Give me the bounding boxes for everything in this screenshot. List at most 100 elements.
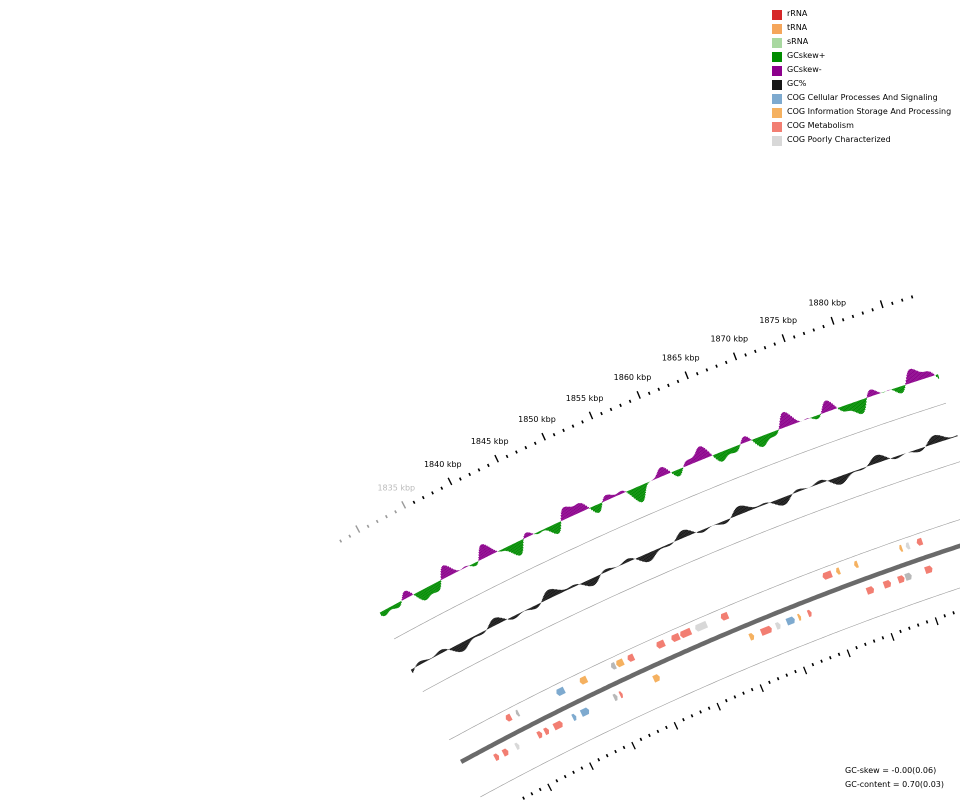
gc-content-bar bbox=[611, 567, 613, 570]
gc-skew-positive-bar bbox=[905, 382, 907, 385]
gc-content-bar bbox=[952, 436, 955, 438]
gc-content-bar bbox=[570, 586, 572, 589]
gc-skew-positive-bar bbox=[478, 547, 486, 559]
gc-content-bar bbox=[809, 486, 811, 488]
gc-content-bar bbox=[545, 590, 551, 599]
gc-skew-negative-bar bbox=[728, 448, 732, 454]
gc-skew-positive-bar bbox=[748, 437, 751, 441]
gc-skew-positive-bar bbox=[602, 500, 604, 503]
gc-content-bar bbox=[471, 636, 474, 639]
gc-content-bar bbox=[429, 658, 431, 660]
gc-content-bar bbox=[544, 593, 549, 600]
gc-skew-negative-bar bbox=[735, 445, 739, 451]
gc-skew-positive-bar bbox=[408, 591, 412, 596]
minor-tick bbox=[515, 450, 518, 454]
gc-skew-negative-bar bbox=[541, 529, 544, 532]
gc-content-bar bbox=[942, 436, 946, 441]
legend-swatch bbox=[772, 108, 782, 118]
gc-content-bar bbox=[845, 473, 848, 479]
gc-content-bar bbox=[425, 659, 428, 662]
gc-content-bar bbox=[463, 641, 468, 648]
gc-content-bar bbox=[608, 567, 611, 571]
inner-minor-tick bbox=[908, 626, 911, 630]
tick-label-1835: 1835 kbp bbox=[377, 484, 415, 493]
gc-skew-negative-bar bbox=[504, 547, 508, 552]
gc-skew-negative-bar bbox=[473, 563, 476, 567]
gc-skew-positive-bar bbox=[615, 494, 617, 497]
gc-skew-negative-bar bbox=[515, 542, 523, 555]
gc-content-bar bbox=[633, 558, 635, 560]
gc-content-bar bbox=[595, 576, 599, 581]
gc-content-bar bbox=[659, 547, 662, 550]
gc-skew-negative-bar bbox=[546, 527, 549, 532]
gc-skew-positive-bar bbox=[746, 436, 750, 442]
gc-skew-negative-bar bbox=[849, 403, 854, 412]
inner-major-tick bbox=[802, 666, 808, 675]
gc-skew-negative-bar bbox=[841, 406, 845, 412]
minor-tick bbox=[421, 495, 425, 500]
gc-skew-negative-bar bbox=[643, 483, 647, 489]
gc-content-bar bbox=[563, 589, 566, 592]
gc-content-bar bbox=[749, 506, 752, 511]
gc-content-bar bbox=[416, 664, 419, 667]
gc-skew-negative-bar bbox=[894, 388, 897, 392]
gc-skew-positive-bar bbox=[741, 437, 745, 444]
gc-skew-positive-bar bbox=[912, 368, 918, 382]
gc-skew-negative-bar bbox=[393, 604, 397, 609]
gc-skew-positive-bar bbox=[709, 453, 712, 457]
gc-content-bar bbox=[801, 488, 803, 491]
major-tick bbox=[636, 391, 641, 399]
gc-skew-negative-bar bbox=[859, 399, 865, 413]
gc-content-bar bbox=[651, 550, 656, 557]
gc-content-bar bbox=[730, 517, 732, 519]
gc-content-bar bbox=[436, 652, 440, 656]
gc-skew-positive-bar bbox=[561, 508, 568, 519]
gc-content-bar bbox=[887, 457, 889, 460]
gc-skew-positive-bar bbox=[889, 389, 891, 391]
gc-skew-negative-bar bbox=[418, 591, 424, 601]
gc-content-bar bbox=[473, 635, 476, 638]
gc-content-bar bbox=[551, 588, 556, 597]
gc-skew-positive-bar bbox=[910, 368, 917, 382]
gc-content-bar bbox=[460, 642, 465, 651]
gc-content-bar bbox=[665, 545, 667, 548]
gc-skew-positive-bar bbox=[926, 371, 930, 378]
gc-skew-positive-bar bbox=[401, 596, 405, 600]
gc-content-bar bbox=[697, 531, 700, 534]
gc-content-bar bbox=[618, 565, 620, 567]
gc-skew-positive-bar bbox=[405, 590, 410, 598]
inner-minor-tick bbox=[837, 652, 841, 657]
gc-skew-negative-bar bbox=[898, 386, 903, 394]
gc-content-bar bbox=[784, 496, 789, 503]
gc-skew-negative-bar bbox=[474, 562, 477, 566]
gc-skew-negative-bar bbox=[768, 433, 772, 439]
genome-backbone bbox=[460, 543, 960, 764]
gc-content-bar bbox=[439, 649, 443, 654]
gc-content-bar bbox=[458, 643, 463, 652]
gc-skew-negative-bar bbox=[752, 439, 755, 443]
gc-skew-negative-bar bbox=[548, 526, 553, 533]
gc-content-bar bbox=[761, 503, 763, 506]
gc-skew-positive-bar bbox=[783, 411, 791, 426]
gc-skew-positive-bar bbox=[663, 467, 668, 475]
gc-content-bar bbox=[817, 481, 820, 485]
gc-content-bar bbox=[485, 629, 487, 631]
gc-content-bar bbox=[811, 485, 813, 487]
gc-content-bar bbox=[449, 648, 452, 651]
minor-tick bbox=[851, 314, 855, 319]
gc-content-bar bbox=[513, 615, 516, 619]
gc-skew-negative-bar bbox=[852, 402, 858, 413]
gc-content-bar bbox=[948, 437, 950, 440]
gc-skew-negative-bar bbox=[642, 484, 647, 491]
gc-skew-positive-bar bbox=[529, 532, 533, 536]
gc-content-bar bbox=[521, 611, 523, 613]
gc-skew-negative-bar bbox=[431, 584, 437, 593]
gc-skew-negative-bar bbox=[816, 415, 819, 419]
gc-skew-positive-bar bbox=[743, 436, 747, 443]
gc-content-bar bbox=[768, 502, 770, 504]
gc-content-bar bbox=[739, 505, 745, 514]
gc-content-bar bbox=[877, 454, 881, 463]
gc-content-bar bbox=[465, 640, 469, 646]
gc-content-bar bbox=[814, 483, 817, 486]
gc-content-bar bbox=[865, 466, 867, 468]
